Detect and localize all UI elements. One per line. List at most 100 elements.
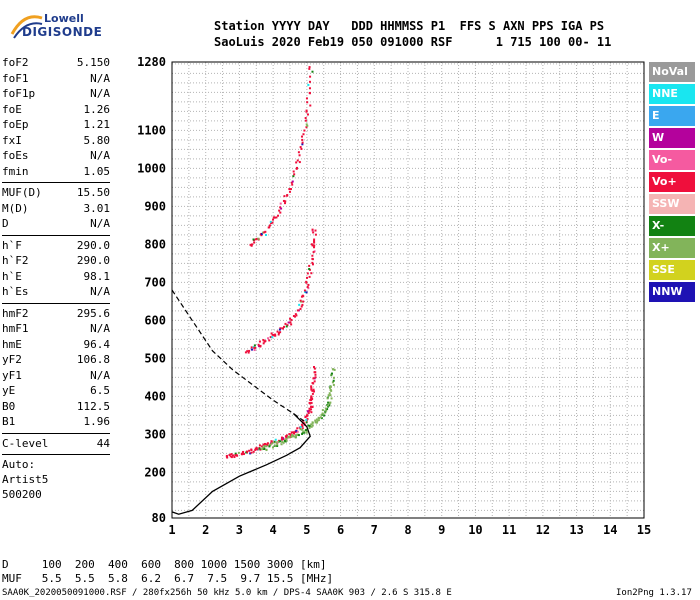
footer-version: Ion2Png 1.3.17 bbox=[616, 588, 692, 598]
echo-point bbox=[307, 411, 310, 414]
footer-file-info: SAA0K_2020050091000.RSF / 280fx256h 50 k… bbox=[2, 588, 452, 598]
param-value: N/A bbox=[90, 285, 110, 298]
echo-point bbox=[285, 434, 288, 437]
echo-point bbox=[272, 218, 275, 221]
param-row: MUF(D) 15.50 bbox=[2, 185, 110, 201]
echo-point bbox=[290, 323, 293, 326]
param-row: B0 112.5 bbox=[2, 399, 110, 415]
echo-point bbox=[324, 411, 327, 414]
echo-point bbox=[309, 104, 312, 107]
echo-point bbox=[237, 451, 240, 454]
echo-point bbox=[289, 321, 292, 324]
echo-point bbox=[306, 272, 309, 275]
echo-point bbox=[292, 175, 295, 178]
echo-point bbox=[271, 336, 274, 339]
echo-point bbox=[327, 401, 330, 404]
y-tick-label: 700 bbox=[144, 275, 166, 289]
param-value: 1.26 bbox=[83, 102, 111, 116]
echo-point bbox=[264, 230, 267, 233]
echo-point bbox=[248, 349, 251, 352]
param-name: D bbox=[2, 217, 9, 230]
echo-point bbox=[301, 428, 304, 431]
echo-point bbox=[252, 450, 255, 453]
echo-point bbox=[298, 303, 301, 306]
echo-point bbox=[312, 388, 315, 391]
echo-point bbox=[230, 453, 233, 456]
param-value: 290.0 bbox=[76, 254, 110, 267]
footer-distance-row: D 100 200 400 600 800 1000 1500 3000 [km… bbox=[2, 558, 327, 571]
echo-point bbox=[276, 443, 279, 446]
echo-point bbox=[271, 221, 274, 224]
echo-point bbox=[250, 449, 253, 452]
echo-point bbox=[260, 232, 263, 235]
echo-point bbox=[251, 243, 254, 246]
echo-point bbox=[290, 318, 293, 321]
electron-density-profile-curve bbox=[171, 413, 311, 515]
echo-point bbox=[308, 275, 311, 278]
x-tick-label: 12 bbox=[536, 523, 550, 537]
echo-point bbox=[257, 343, 260, 346]
echo-point bbox=[330, 397, 333, 400]
y-tick-label: 800 bbox=[144, 237, 166, 251]
echo-point bbox=[259, 448, 262, 451]
echo-point bbox=[320, 413, 323, 416]
echo-point bbox=[331, 368, 334, 371]
legend-item: E bbox=[649, 106, 695, 126]
echo-point bbox=[253, 241, 256, 244]
echo-point bbox=[284, 202, 287, 205]
echo-point bbox=[234, 452, 237, 455]
param-name: yE bbox=[2, 384, 16, 397]
legend-item: Vo+ bbox=[649, 172, 695, 192]
echo-point bbox=[273, 216, 276, 219]
echo-point bbox=[288, 433, 291, 436]
echo-point bbox=[329, 389, 332, 392]
echo-point bbox=[277, 214, 280, 217]
echo-point bbox=[291, 183, 294, 186]
echo-point bbox=[314, 373, 317, 376]
echo-point bbox=[254, 448, 257, 451]
echo-point bbox=[249, 243, 252, 246]
echo-point bbox=[253, 344, 256, 347]
echo-point bbox=[279, 202, 282, 205]
y-tick-label: 900 bbox=[144, 199, 166, 213]
echo-point bbox=[281, 327, 284, 330]
echo-point bbox=[277, 440, 280, 443]
echo-point bbox=[305, 430, 308, 433]
echo-point bbox=[311, 389, 314, 392]
echo-point bbox=[311, 244, 314, 247]
x-tick-label: 5 bbox=[303, 523, 310, 537]
param-name: hmF1 bbox=[2, 322, 29, 335]
echo-point bbox=[299, 307, 302, 310]
echo-point bbox=[311, 424, 314, 427]
echo-point bbox=[311, 229, 314, 232]
echo-point bbox=[305, 126, 308, 129]
echo-point bbox=[246, 350, 249, 353]
echo-point bbox=[263, 231, 266, 234]
echo-point bbox=[311, 254, 314, 257]
echo-point bbox=[277, 439, 280, 442]
echo-point bbox=[299, 299, 302, 302]
echo-point bbox=[313, 244, 316, 247]
echo-point bbox=[306, 101, 309, 104]
legend-item: NoVal bbox=[649, 62, 695, 82]
echo-point bbox=[269, 443, 272, 446]
echo-point bbox=[308, 426, 311, 429]
echo-point bbox=[296, 433, 299, 436]
y-tick-label: 300 bbox=[144, 427, 166, 441]
echo-point bbox=[295, 314, 298, 317]
echo-point bbox=[282, 441, 285, 444]
echo-point bbox=[332, 376, 335, 379]
echo-point bbox=[277, 331, 280, 334]
auto-scaling-line1: Auto: bbox=[2, 458, 36, 471]
echo-point bbox=[270, 440, 273, 443]
param-row: foF1 N/A bbox=[2, 71, 110, 87]
echo-point bbox=[289, 433, 292, 436]
param-row: hmF1 N/A bbox=[2, 321, 110, 337]
echo-point bbox=[314, 376, 317, 379]
echo-point bbox=[308, 424, 311, 427]
echo-point bbox=[263, 445, 266, 448]
echo-point bbox=[305, 123, 308, 126]
echo-point bbox=[326, 408, 329, 411]
echo-point bbox=[244, 351, 247, 354]
param-name: MUF(D) bbox=[2, 186, 42, 199]
